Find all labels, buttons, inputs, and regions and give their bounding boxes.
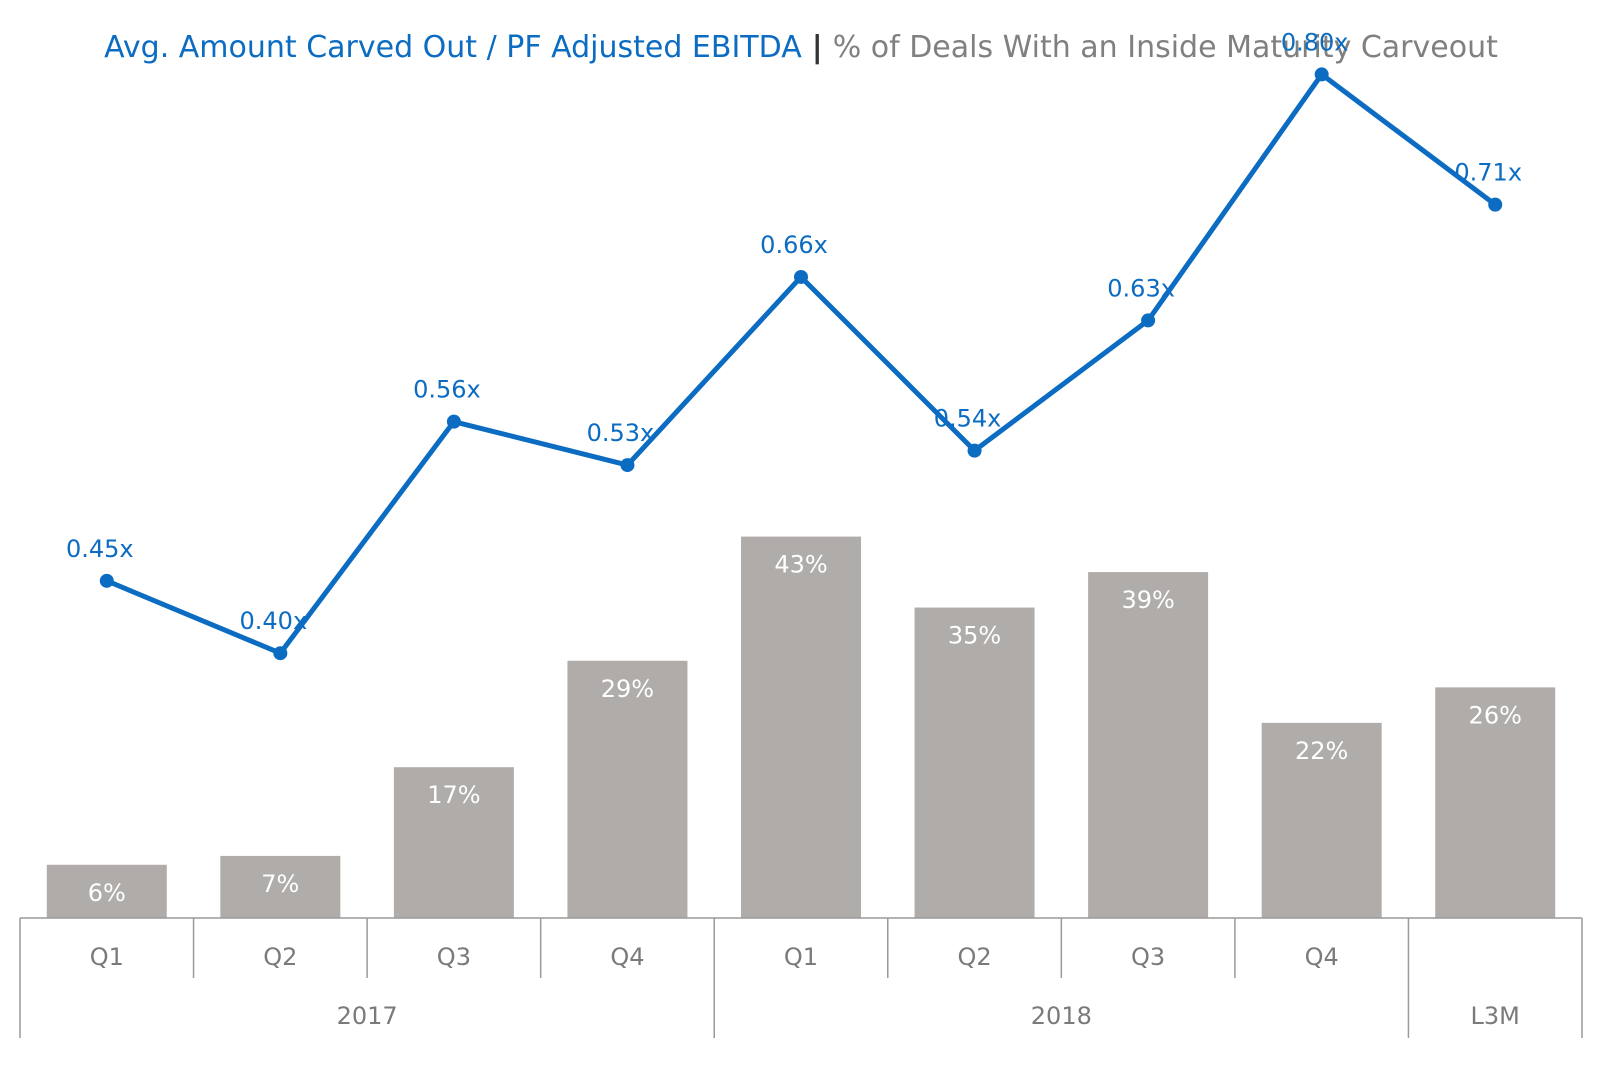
line-point-4 [620, 458, 635, 473]
line-point-8 [1314, 67, 1329, 82]
bar-label-7: 39% [1121, 586, 1174, 614]
tick-label-8: Q4 [1305, 943, 1339, 971]
line-point-9 [1488, 197, 1503, 212]
group-label-2: 2018 [1031, 1002, 1092, 1030]
line-point-3 [446, 414, 461, 429]
line-label-3: 0.56x [413, 376, 481, 404]
tick-label-2: Q2 [263, 943, 297, 971]
bar-label-2: 7% [261, 870, 299, 898]
bar-8 [1261, 722, 1382, 918]
bar-4 [567, 660, 688, 918]
line-point-1 [99, 573, 114, 588]
group-label-3: L3M [1471, 1002, 1520, 1030]
bar-1 [46, 864, 167, 918]
line-label-8: 0.80x [1281, 28, 1349, 56]
line-label-5: 0.66x [760, 231, 828, 259]
bar-3 [393, 767, 514, 918]
tick-label-1: Q1 [90, 943, 124, 971]
bar-7 [1088, 572, 1209, 918]
bar-9 [1435, 687, 1556, 918]
tick-label-7: Q3 [1131, 943, 1165, 971]
line-point-2 [273, 646, 288, 661]
bar-6 [914, 607, 1035, 918]
bar-2 [220, 855, 341, 918]
chart-title: Avg. Amount Carved Out / PF Adjusted EBI… [0, 30, 1602, 65]
title-separator: | [811, 30, 823, 65]
group-label-1: 2017 [337, 1002, 398, 1030]
title-secondary: % of Deals With an Inside Maturity Carve… [832, 30, 1498, 65]
bar-label-1: 6% [88, 879, 126, 907]
tick-label-5: Q1 [784, 943, 818, 971]
line-label-1: 0.45x [66, 535, 134, 563]
line-point-7 [1141, 313, 1156, 328]
line-label-6: 0.54x [934, 405, 1002, 433]
line-label-2: 0.40x [240, 607, 308, 635]
line-point-5 [794, 269, 808, 284]
bar-label-9: 26% [1469, 701, 1522, 729]
tick-label-3: Q3 [437, 943, 471, 971]
bar-label-6: 35% [948, 622, 1001, 650]
line-label-7: 0.63x [1107, 274, 1175, 302]
tick-label-4: Q4 [610, 943, 644, 971]
line-label-4: 0.53x [587, 419, 655, 447]
tick-label-6: Q2 [957, 943, 991, 971]
line-label-9: 0.71x [1454, 159, 1522, 187]
bar-label-3: 17% [427, 781, 480, 809]
bar-5 [741, 536, 861, 918]
bar-label-8: 22% [1295, 737, 1348, 765]
title-primary: Avg. Amount Carved Out / PF Adjusted EBI… [104, 30, 802, 65]
line-point-6 [967, 443, 982, 458]
bar-label-4: 29% [601, 675, 654, 703]
bar-label-5: 43% [774, 551, 827, 579]
